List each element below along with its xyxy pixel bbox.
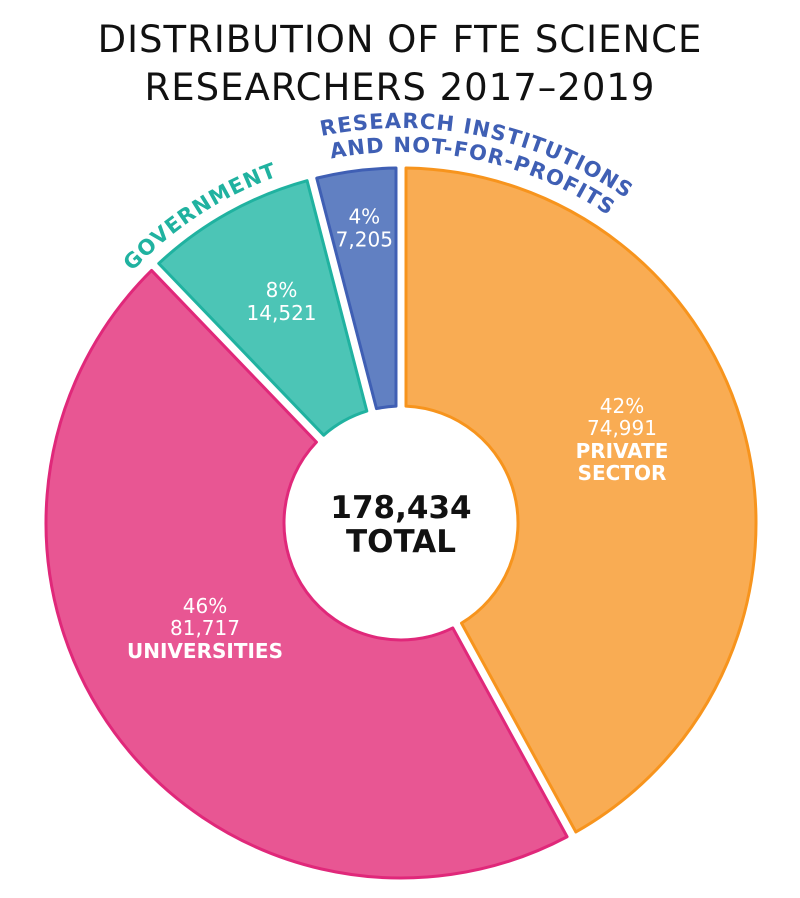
- slice-government: [157, 179, 369, 437]
- label-percent-universities: 46%: [183, 594, 227, 618]
- chart-title-line-1: DISTRIBUTION OF FTE SCIENCE: [97, 18, 703, 61]
- label-name-private-sector-1: SECTOR: [578, 461, 667, 485]
- label-name-universities-0: UNIVERSITIES: [127, 639, 283, 663]
- slices-group: [44, 166, 758, 880]
- label-name-private-sector-0: PRIVATE: [576, 439, 669, 463]
- chart-title-line-2: RESEARCHERS 2017–2019: [144, 66, 656, 109]
- label-value-private-sector: 74,991: [587, 416, 657, 440]
- label-value-government: 14,521: [247, 301, 317, 325]
- label-percent-private-sector: 42%: [600, 394, 644, 418]
- center-total-value: 178,434: [330, 490, 471, 526]
- center-total-label: TOTAL: [346, 524, 456, 560]
- slice-research-institutions: [315, 166, 398, 411]
- slice-universities: [44, 268, 569, 880]
- label-percent-government: 8%: [266, 278, 298, 302]
- label-value-research-institutions: 7,205: [336, 227, 393, 251]
- label-percent-research-institutions: 4%: [348, 204, 380, 228]
- slice-private-sector: [404, 166, 758, 834]
- label-value-universities: 81,717: [170, 616, 240, 640]
